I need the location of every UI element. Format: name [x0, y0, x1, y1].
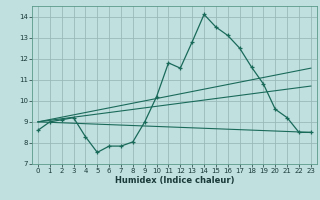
X-axis label: Humidex (Indice chaleur): Humidex (Indice chaleur) [115, 176, 234, 185]
